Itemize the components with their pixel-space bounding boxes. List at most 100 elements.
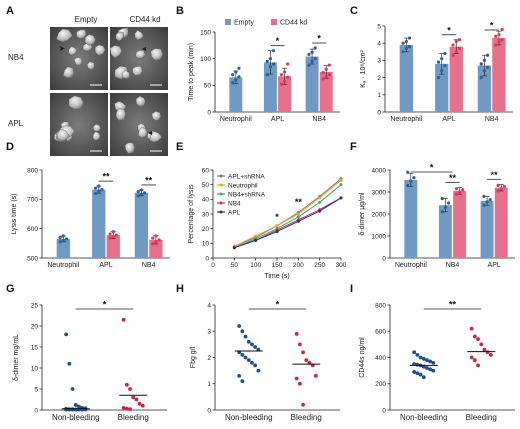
y-tick-label: 800 [375,302,386,309]
bar [56,238,70,258]
data-point [327,63,331,67]
data-point [482,347,487,352]
data-point [124,406,129,411]
significance-mark: * [317,34,321,44]
significance-mark: * [447,25,451,35]
y-tick-label: 0 [205,255,209,262]
data-point [496,189,500,193]
data-point [296,215,300,219]
series-line [234,197,342,249]
y-tick-label: 5 [377,23,381,30]
cell [149,131,163,143]
data-point [440,57,444,61]
data-point [339,178,343,182]
data-point [124,382,129,387]
data-point [286,62,290,66]
y-tick-label: 2 [377,75,381,82]
cell [93,123,101,132]
data-point [412,350,417,355]
data-point [271,49,276,53]
x-tick-label: Bleeding [466,413,497,422]
panel-label-i: I [350,283,353,295]
data-point [134,397,139,402]
data-point [286,75,290,79]
data-point [436,76,441,80]
y-tick-label: 3 [377,58,381,65]
data-point [136,194,140,198]
data-point [454,50,458,54]
data-point [108,236,112,240]
data-point [310,59,314,63]
data-point [313,373,318,378]
y-tick-label: 400 [375,355,386,362]
x-tick-label: 200 [293,262,304,269]
legend-marker [219,192,223,196]
data-point [271,62,276,66]
data-point [318,200,322,204]
data-point [282,79,287,83]
data-point [440,210,444,214]
data-point [409,179,413,183]
x-tick-label: 0 [211,262,215,269]
legend-marker [219,174,223,178]
data-point [428,359,433,364]
data-point [502,184,506,189]
data-point [61,234,65,238]
y-tick-label: 1000 [372,233,387,240]
cell [135,95,146,107]
panel-label-c: C [350,5,358,17]
data-point [500,38,504,42]
cell [84,34,96,46]
data-point [476,337,480,342]
data-point [454,187,459,191]
micrograph-apl-cd44kd: ◄ [110,93,168,156]
cell [92,131,101,141]
cell [135,50,146,59]
data-point [339,196,343,200]
cell [68,46,78,56]
data-point [143,191,147,195]
data-point [457,46,462,50]
panel-label-g: G [6,283,15,295]
data-point [294,376,299,381]
cell [73,56,83,67]
data-point [324,67,328,71]
data-point [457,190,462,194]
cell [68,95,84,110]
y-axis-title: Fbg g/l [190,346,197,368]
cell [134,30,144,41]
data-point [500,27,504,32]
bar [106,235,120,258]
data-point [254,238,258,242]
cell [151,111,162,122]
data-point [318,209,322,213]
data-point [250,342,254,347]
data-point [415,362,420,367]
y-tick-label: 0 [377,109,381,116]
data-point [97,189,101,193]
data-point [310,50,314,54]
data-point [479,76,483,80]
data-point [136,190,140,194]
data-point [472,334,477,339]
data-point [404,46,408,50]
data-point [496,183,500,187]
legend-label: NB4+shRNA [228,191,266,198]
x-tick-label: NB4 [485,116,499,123]
data-point [313,46,317,50]
y-axis-title: Time to peak (min) [188,43,195,101]
data-point [451,53,455,57]
data-point [268,57,273,61]
data-point [415,371,420,376]
data-point [93,191,98,196]
data-point [232,246,236,250]
y-tick-label: 5 [34,386,38,393]
data-point [139,192,144,196]
data-point [250,360,254,365]
legend-label: Empty [234,20,254,27]
data-point [440,69,444,73]
series-line [234,178,342,247]
legend-marker [219,201,223,205]
y-tick-label: 0 [34,407,38,414]
